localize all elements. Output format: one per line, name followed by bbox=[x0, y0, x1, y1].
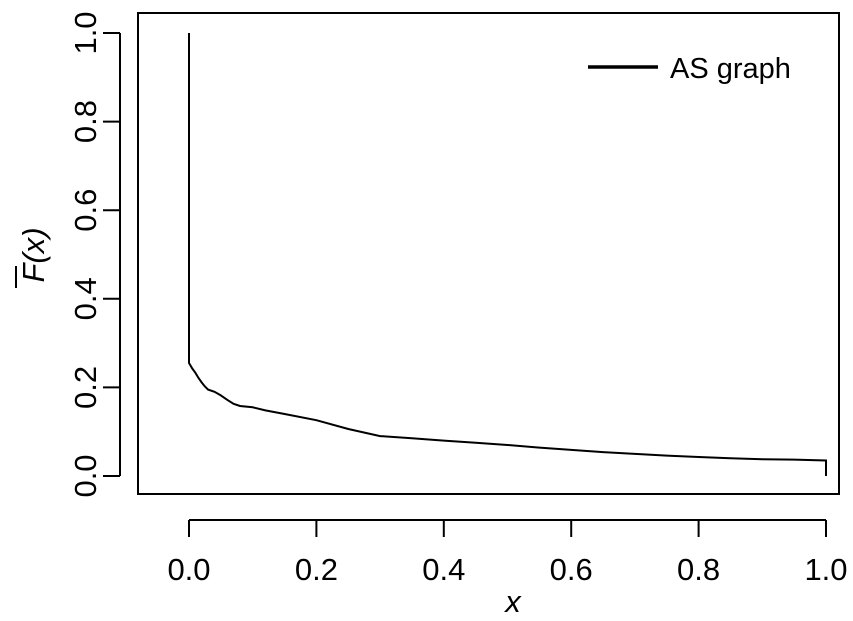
y-tick-label: 0.0 bbox=[68, 454, 103, 497]
x-axis: 0.0 0.2 0.4 0.6 0.8 1.0 bbox=[167, 519, 848, 587]
series-line-0 bbox=[188, 33, 827, 476]
y-axis: 0.0 0.2 0.4 0.6 0.8 1.0 bbox=[68, 11, 121, 498]
y-tick-label: 0.6 bbox=[68, 189, 103, 232]
x-tick-label: 0.6 bbox=[550, 552, 593, 587]
series-layer bbox=[188, 33, 827, 476]
plot-area-frame bbox=[137, 12, 840, 495]
y-tick-label: 0.2 bbox=[68, 366, 103, 409]
y-tick-label: 1.0 bbox=[68, 11, 103, 54]
y-axis-title: F(x) bbox=[16, 227, 51, 282]
legend-label: AS graph bbox=[670, 53, 791, 85]
y-tick-label: 0.8 bbox=[68, 100, 103, 143]
legend: AS graph bbox=[588, 53, 791, 85]
x-tick-label: 1.0 bbox=[804, 552, 847, 587]
x-tick-label: 0.4 bbox=[422, 552, 465, 587]
y-tick-label: 0.4 bbox=[68, 277, 103, 320]
x-tick-label: 0.0 bbox=[167, 552, 210, 587]
x-tick-label: 0.8 bbox=[677, 552, 720, 587]
y-axis-title-group: F(x) bbox=[15, 227, 51, 288]
x-axis-title: x bbox=[503, 584, 522, 619]
x-tick-label: 0.2 bbox=[295, 552, 338, 587]
